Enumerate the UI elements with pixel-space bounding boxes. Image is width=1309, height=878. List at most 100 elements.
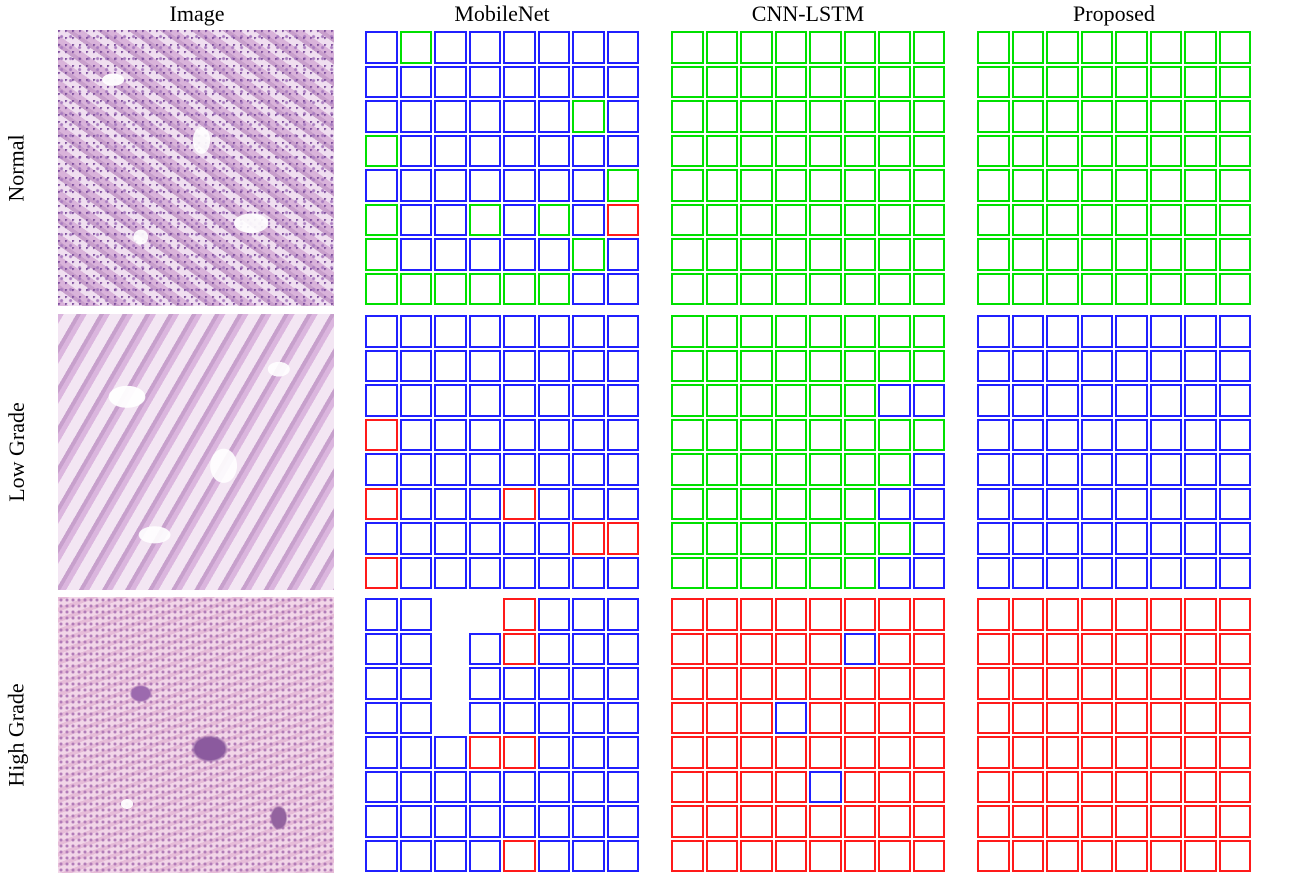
patch-box (1115, 169, 1148, 202)
patch-box (503, 556, 536, 589)
patch-box (740, 384, 773, 417)
patch-box (843, 272, 876, 305)
patch-grid-low-grade-cnn-lstm (670, 314, 946, 590)
patch-box (1115, 736, 1148, 769)
patch-box (1080, 169, 1113, 202)
patch-box (1046, 632, 1079, 665)
patch-box (843, 556, 876, 589)
patch-box (606, 349, 639, 382)
patch-box (606, 384, 639, 417)
histology-image-normal (58, 30, 334, 306)
patch-box (1115, 203, 1148, 236)
patch-box (977, 418, 1010, 451)
patch-box (399, 31, 432, 64)
patch-box (1080, 31, 1113, 64)
panel-normal-cnn-lstm (670, 30, 946, 306)
patch-box (705, 384, 738, 417)
patch-grid-normal-cnn-lstm (670, 30, 946, 306)
patch-box (912, 667, 945, 700)
patch-box (1080, 736, 1113, 769)
patch-box (1184, 418, 1217, 451)
patch-box (606, 238, 639, 271)
patch-box (1046, 238, 1079, 271)
patch-box (740, 770, 773, 803)
patch-box (468, 134, 501, 167)
patch-box (468, 701, 501, 734)
patch-box (537, 701, 570, 734)
patch-box (1115, 453, 1148, 486)
patch-box (365, 701, 398, 734)
patch-box (434, 384, 467, 417)
patch-box (809, 418, 842, 451)
patch-box (809, 238, 842, 271)
patch-box (572, 453, 605, 486)
patch-box (606, 598, 639, 631)
patch-box (537, 315, 570, 348)
patch-box (740, 667, 773, 700)
patch-box (434, 805, 467, 838)
patch-box (468, 770, 501, 803)
patch-box (365, 839, 398, 872)
patch-box (572, 134, 605, 167)
patch-box (977, 65, 1010, 98)
patch-box (878, 384, 911, 417)
patch-box (1011, 598, 1044, 631)
column-header-cnn-lstm: CNN-LSTM (751, 1, 865, 26)
patch-box (1046, 770, 1079, 803)
patch-box (1184, 238, 1217, 271)
patch-box (878, 31, 911, 64)
patch-box (469, 598, 502, 631)
patch-box (1184, 349, 1217, 382)
patch-box (977, 238, 1010, 271)
patch-box (1080, 134, 1113, 167)
patch-box (1218, 736, 1251, 769)
patch-box (977, 632, 1010, 665)
patch-box (365, 770, 398, 803)
patch-box (912, 272, 945, 305)
patch-box (1115, 839, 1148, 872)
patch-box (434, 349, 467, 382)
patch-box (878, 65, 911, 98)
patch-box (740, 522, 773, 555)
patch-box (671, 598, 704, 631)
patch-box (977, 272, 1010, 305)
patch-box (365, 349, 398, 382)
patch-box (774, 384, 807, 417)
patch-box (468, 632, 501, 665)
patch-box (912, 805, 945, 838)
patch-box (1218, 701, 1251, 734)
patch-box (1184, 315, 1217, 348)
patch-box (1080, 203, 1113, 236)
patch-box (809, 667, 842, 700)
patch-box (1149, 701, 1182, 734)
patch-box (878, 736, 911, 769)
patch-box (1046, 701, 1079, 734)
patch-box (1046, 839, 1079, 872)
patch-box (705, 315, 738, 348)
patch-box (705, 487, 738, 520)
panel-high-grade-mobilenet (364, 597, 640, 873)
patch-box (572, 522, 605, 555)
patch-box (1115, 31, 1148, 64)
patch-box (740, 169, 773, 202)
patch-box (705, 667, 738, 700)
patch-box (1218, 169, 1251, 202)
patch-box (843, 487, 876, 520)
patch-box (1149, 598, 1182, 631)
patch-box (1011, 632, 1044, 665)
patch-box (399, 839, 432, 872)
panel-high-grade-cnn-lstm (670, 597, 946, 873)
patch-box (1115, 598, 1148, 631)
patch-box (537, 238, 570, 271)
patch-box (1080, 522, 1113, 555)
patch-box (365, 272, 398, 305)
patch-box (912, 487, 945, 520)
patch-box (503, 667, 536, 700)
patch-box (572, 315, 605, 348)
panel-low-grade-mobilenet (364, 314, 640, 590)
patch-box (843, 238, 876, 271)
patch-box (809, 701, 842, 734)
patch-box (537, 556, 570, 589)
panel-low-grade-image (58, 314, 334, 590)
patch-box (740, 418, 773, 451)
